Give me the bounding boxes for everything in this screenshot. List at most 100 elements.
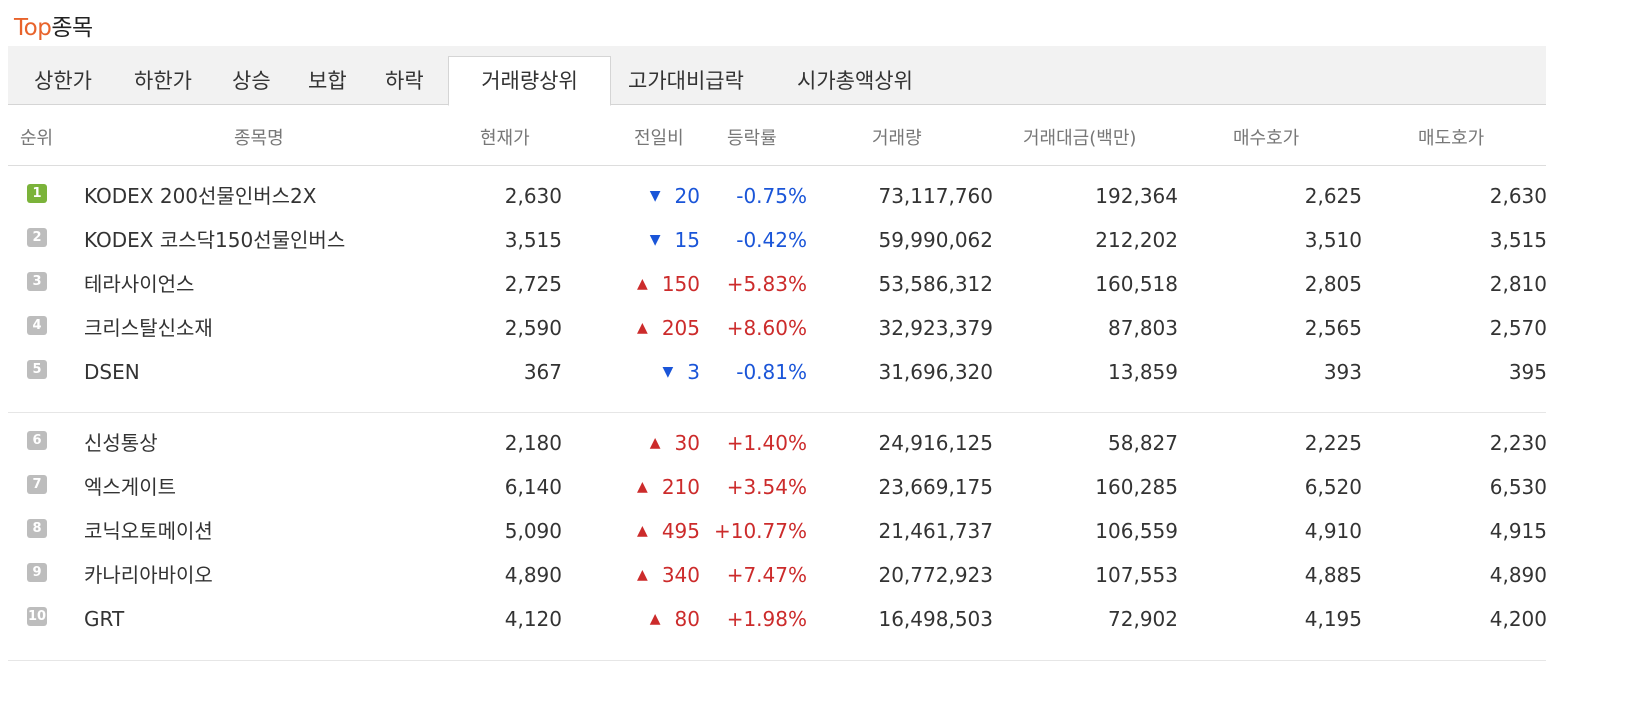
change-cell: ▲ 495 bbox=[637, 511, 700, 553]
trade-amount: 106,559 bbox=[1095, 519, 1178, 543]
trade-amount: 87,803 bbox=[1108, 316, 1178, 340]
change-cell: ▼ 15 bbox=[650, 220, 700, 262]
col-rate: 등락률 bbox=[727, 128, 777, 149]
change-rate: -0.42% bbox=[736, 228, 807, 252]
current-price: 2,180 bbox=[504, 431, 562, 455]
trade-amount: 107,553 bbox=[1095, 563, 1178, 587]
stock-name-link[interactable]: 엑스게이트 bbox=[84, 475, 176, 499]
current-price: 4,120 bbox=[504, 607, 562, 631]
col-name: 종목명 bbox=[234, 128, 284, 149]
change-value: 80 bbox=[674, 607, 700, 631]
stock-name-link[interactable]: DSEN bbox=[84, 360, 140, 384]
change-value: 340 bbox=[661, 563, 700, 587]
trade-amount: 160,285 bbox=[1095, 475, 1178, 499]
change-rate: +10.77% bbox=[713, 519, 807, 543]
stock-name-link[interactable]: 코닉오토메이션 bbox=[84, 519, 213, 543]
trade-volume: 73,117,760 bbox=[878, 184, 993, 208]
stock-name-link[interactable]: GRT bbox=[84, 607, 125, 631]
change-value: 3 bbox=[687, 360, 700, 384]
change-rate: +8.60% bbox=[726, 316, 807, 340]
up-arrow-icon: ▲ bbox=[637, 478, 648, 495]
change-cell: ▲ 205 bbox=[637, 308, 700, 350]
trade-volume: 20,772,923 bbox=[878, 563, 993, 587]
trade-volume: 21,461,737 bbox=[878, 519, 993, 543]
change-cell: ▼ 3 bbox=[662, 352, 700, 394]
tab-lower-limit[interactable]: 하한가 bbox=[134, 69, 192, 93]
col-price: 현재가 bbox=[480, 128, 530, 149]
bid-price: 2,565 bbox=[1304, 316, 1362, 340]
bid-price: 393 bbox=[1323, 360, 1362, 384]
table-row[interactable]: 7 엑스게이트 6,140 ▲ 210 +3.54% 23,669,175 160,285 6,… bbox=[0, 467, 1650, 507]
table-row[interactable]: 1 KODEX 200선물인버스2X 2,630 ▼ 20 -0.75% 73,117,76… bbox=[0, 176, 1650, 216]
trade-amount: 212,202 bbox=[1095, 228, 1178, 252]
title-accent: Top bbox=[14, 15, 52, 41]
change-rate: +1.98% bbox=[726, 607, 807, 631]
col-change: 전일비 bbox=[634, 128, 684, 149]
change-rate: +3.54% bbox=[726, 475, 807, 499]
table-row[interactable]: 3 테라사이언스 2,725 ▲ 150 +5.83% 53,586,312 160,518 2… bbox=[0, 264, 1650, 304]
tab-market-cap[interactable]: 시가총액상위 bbox=[797, 69, 913, 93]
rank-badge: 2 bbox=[27, 228, 47, 247]
table-row[interactable]: 6 신성통상 2,180 ▲ 30 +1.40% 24,916,125 58,827 2,225… bbox=[0, 423, 1650, 463]
col-bid: 매수호가 bbox=[1233, 128, 1300, 149]
header-divider bbox=[8, 165, 1546, 166]
stock-name-link[interactable]: 카나리아바이오 bbox=[84, 563, 213, 587]
stock-name-link[interactable]: KODEX 200선물인버스2X bbox=[84, 184, 317, 208]
table-row[interactable]: 4 크리스탈신소재 2,590 ▲ 205 +8.60% 32,923,379 87,803 2… bbox=[0, 308, 1650, 348]
stock-name-link[interactable]: 테라사이언스 bbox=[84, 272, 195, 296]
change-cell: ▲ 210 bbox=[637, 467, 700, 509]
tab-flat[interactable]: 보합 bbox=[308, 69, 347, 93]
rank-badge: 4 bbox=[27, 316, 47, 335]
current-price: 2,590 bbox=[504, 316, 562, 340]
table-row[interactable]: 2 KODEX 코스닥150선물인버스 3,515 ▼ 15 -0.42% 59,990,0… bbox=[0, 220, 1650, 260]
bid-price: 6,520 bbox=[1304, 475, 1362, 499]
bid-price: 2,805 bbox=[1304, 272, 1362, 296]
current-price: 3,515 bbox=[504, 228, 562, 252]
table-row[interactable]: 5 DSEN 367 ▼ 3 -0.81% 31,696,320 13,859 393 395 bbox=[0, 352, 1650, 392]
change-rate: +7.47% bbox=[726, 563, 807, 587]
section-title: Top종목 bbox=[14, 8, 93, 42]
tab-fall[interactable]: 하락 bbox=[385, 69, 424, 93]
up-arrow-icon: ▲ bbox=[649, 434, 661, 451]
trade-volume: 24,916,125 bbox=[878, 431, 993, 455]
bid-price: 4,885 bbox=[1304, 563, 1362, 587]
ask-price: 3,515 bbox=[1489, 228, 1547, 252]
rank-badge: 7 bbox=[27, 475, 47, 494]
table-row[interactable]: 8 코닉오토메이션 5,090 ▲ 495 +10.77% 21,461,737 106,55… bbox=[0, 511, 1650, 551]
trade-volume: 59,990,062 bbox=[878, 228, 993, 252]
down-arrow-icon: ▼ bbox=[662, 363, 674, 380]
change-rate: +5.83% bbox=[726, 272, 807, 296]
change-cell: ▲ 30 bbox=[650, 423, 700, 465]
ask-price: 2,230 bbox=[1489, 431, 1547, 455]
tab-top-volume[interactable]: 거래량상위 bbox=[448, 56, 611, 106]
change-value: 205 bbox=[661, 316, 700, 340]
up-arrow-icon: ▲ bbox=[637, 566, 648, 583]
stock-name-link[interactable]: KODEX 코스닥150선물인버스 bbox=[84, 228, 346, 252]
tab-rise[interactable]: 상승 bbox=[232, 69, 271, 93]
ask-price: 2,810 bbox=[1489, 272, 1547, 296]
change-value: 15 bbox=[674, 228, 700, 252]
trade-amount: 58,827 bbox=[1108, 431, 1178, 455]
col-ask: 매도호가 bbox=[1418, 128, 1485, 149]
up-arrow-icon: ▲ bbox=[637, 522, 648, 539]
change-value: 20 bbox=[674, 184, 700, 208]
bid-price: 2,225 bbox=[1304, 431, 1362, 455]
bid-price: 2,625 bbox=[1304, 184, 1362, 208]
ask-price: 2,630 bbox=[1489, 184, 1547, 208]
stock-name-link[interactable]: 신성통상 bbox=[84, 431, 158, 455]
tab-sharp-drop[interactable]: 고가대비급락 bbox=[628, 69, 744, 93]
tab-bar: 상한가 하한가 상승 보합 하락 거래량상위 고가대비급락 시가총액상위 bbox=[8, 46, 1546, 106]
rank-badge: 10 bbox=[27, 607, 47, 626]
col-rank: 순위 bbox=[20, 128, 54, 149]
table-bottom-divider bbox=[8, 660, 1546, 661]
table-row[interactable]: 9 카나리아바이오 4,890 ▲ 340 +7.47% 20,772,923 107,553… bbox=[0, 555, 1650, 595]
stock-name-link[interactable]: 크리스탈신소재 bbox=[84, 316, 213, 340]
ask-price: 395 bbox=[1508, 360, 1547, 384]
ask-price: 6,530 bbox=[1489, 475, 1547, 499]
bid-price: 4,195 bbox=[1304, 607, 1362, 631]
trade-amount: 160,518 bbox=[1095, 272, 1178, 296]
tab-upper-limit[interactable]: 상한가 bbox=[34, 69, 92, 93]
change-cell: ▼ 20 bbox=[650, 176, 700, 218]
table-row[interactable]: 10 GRT 4,120 ▲ 80 +1.98% 16,498,503 72,902 4,195… bbox=[0, 599, 1650, 639]
change-value: 210 bbox=[661, 475, 700, 499]
